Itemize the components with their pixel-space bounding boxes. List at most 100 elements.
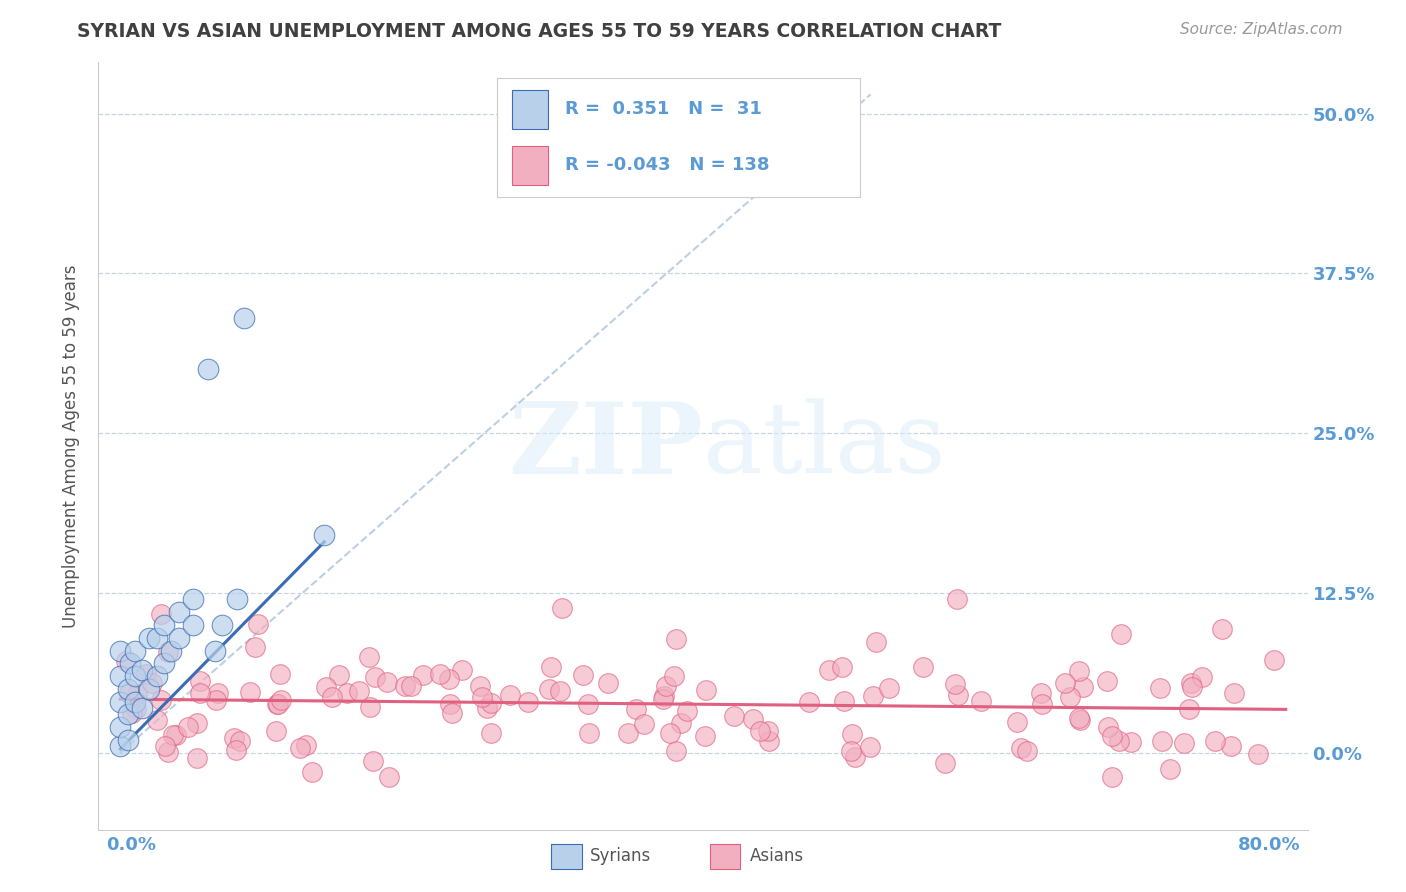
Point (153, 657, 176, 671)
Point (197, 362, 219, 376)
Point (205, 693, 228, 707)
Point (832, 694, 855, 708)
Text: 0.0%: 0.0% (105, 836, 156, 854)
Point (162, 728, 184, 742)
Point (664, 668, 686, 682)
Point (695, 682, 717, 697)
Point (239, 685, 262, 699)
Point (117, 681, 139, 696)
Point (1071, 680, 1094, 694)
Point (676, 704, 699, 718)
Point (671, 715, 693, 730)
Point (839, 744, 862, 758)
Point (859, 739, 882, 754)
Point (439, 672, 461, 686)
Text: Source: ZipAtlas.com: Source: ZipAtlas.com (1180, 22, 1343, 37)
Point (1029, 685, 1052, 699)
Text: ZIP: ZIP (508, 398, 703, 494)
Point (153, 618, 176, 632)
Point (1101, 770, 1123, 784)
FancyBboxPatch shape (551, 844, 582, 869)
Point (150, 607, 173, 621)
Point (229, 733, 252, 747)
Text: Asians: Asians (751, 847, 804, 865)
Point (970, 694, 993, 708)
Point (548, 683, 571, 698)
Point (879, 681, 901, 696)
Point (1015, 743, 1038, 757)
Point (1204, 733, 1226, 747)
Point (1095, 673, 1118, 688)
Point (1223, 686, 1246, 700)
Point (665, 744, 688, 758)
Point (157, 745, 180, 759)
Point (475, 700, 498, 714)
Point (120, 657, 142, 671)
Point (127, 687, 149, 701)
Point (862, 689, 884, 703)
Point (596, 675, 619, 690)
Point (363, 670, 385, 684)
Point (948, 688, 970, 702)
Point (336, 686, 359, 700)
Point (538, 681, 561, 696)
Point (441, 706, 464, 720)
Point (399, 679, 422, 693)
Point (266, 697, 288, 711)
Point (177, 720, 200, 734)
Point (471, 690, 494, 705)
Point (1101, 729, 1123, 743)
Point (321, 690, 343, 704)
Point (394, 679, 416, 693)
Point (146, 713, 169, 727)
Point (551, 601, 574, 615)
Point (479, 696, 502, 710)
Point (301, 765, 323, 780)
Point (844, 750, 866, 764)
Point (124, 643, 146, 657)
Point (1173, 736, 1195, 750)
Point (153, 739, 176, 754)
Point (946, 592, 969, 607)
Point (943, 677, 966, 691)
Point (1220, 739, 1243, 754)
Point (315, 680, 337, 694)
Point (121, 706, 143, 721)
Point (269, 667, 291, 681)
Point (1053, 676, 1076, 690)
Point (540, 659, 562, 673)
Point (131, 701, 153, 715)
Point (1247, 747, 1270, 762)
Y-axis label: Unemployment Among Ages 55 to 59 years: Unemployment Among Ages 55 to 59 years (62, 264, 80, 628)
Point (347, 684, 370, 698)
Point (359, 699, 381, 714)
Point (742, 712, 765, 726)
Point (138, 681, 160, 696)
Point (110, 669, 132, 683)
Point (377, 674, 399, 689)
Point (633, 716, 655, 731)
Text: 80.0%: 80.0% (1237, 836, 1301, 854)
Point (468, 680, 491, 694)
Point (1059, 690, 1081, 705)
Point (124, 669, 146, 683)
Point (1108, 734, 1130, 748)
Point (578, 726, 600, 740)
Point (145, 669, 167, 683)
Point (572, 668, 595, 682)
Point (841, 727, 863, 741)
Point (1180, 676, 1202, 690)
Point (314, 528, 336, 542)
Point (934, 756, 956, 771)
Point (429, 666, 451, 681)
Point (188, 674, 211, 689)
Point (1069, 713, 1091, 727)
Point (204, 643, 226, 657)
Point (1152, 734, 1174, 748)
Point (363, 755, 385, 769)
Point (1119, 735, 1142, 749)
Point (222, 731, 245, 746)
Point (693, 729, 716, 743)
Text: atlas: atlas (703, 398, 946, 494)
Point (181, 592, 204, 607)
